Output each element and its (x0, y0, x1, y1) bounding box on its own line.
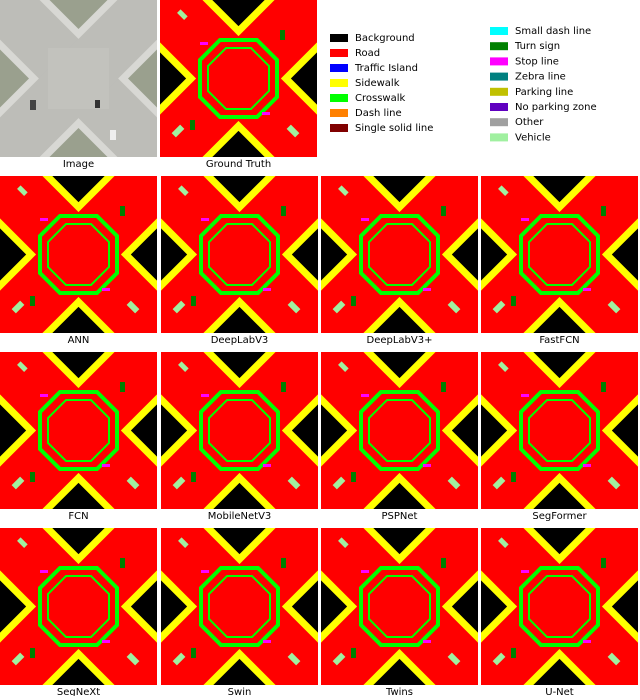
legend-swatch (330, 124, 348, 132)
legend-label: Small dash line (515, 26, 591, 37)
segmentation-map (151, 518, 328, 695)
legend-label: Crosswalk (355, 93, 405, 104)
segmentation-map (311, 166, 488, 343)
segmentation-map (311, 518, 488, 695)
panel-label: FCN (68, 511, 88, 522)
legend-label: Stop line (515, 56, 559, 67)
segmentation-map (471, 342, 640, 519)
legend-label: Traffic Island (354, 63, 418, 74)
panel-label: DeepLabV3 (211, 335, 269, 346)
legend-swatch (490, 57, 508, 66)
legend-label: Vehicle (515, 132, 551, 143)
legend-label: No parking zone (515, 102, 597, 113)
legend-swatch (330, 34, 348, 42)
legend-swatch (330, 64, 348, 72)
legend-label: Parking line (515, 87, 573, 98)
legend-label: Dash line (355, 108, 402, 119)
legend-swatch (490, 72, 508, 81)
legend-label: Background (355, 33, 415, 44)
segmentation-map (151, 342, 328, 519)
aerial-image (0, 0, 167, 167)
panel-label: FastFCN (539, 335, 579, 346)
legend-label: Other (515, 117, 544, 128)
legend-swatch (490, 118, 508, 127)
segmentation-map (471, 166, 640, 343)
legend-swatch (330, 94, 348, 102)
panel-label: DeepLabV3+ (367, 335, 433, 346)
segmentation-map (151, 166, 328, 343)
legend-label: Sidewalk (355, 78, 400, 89)
segmentation-map (471, 518, 640, 695)
legend-swatch (330, 79, 348, 87)
panel-label: PSPNet (382, 511, 418, 522)
segmentation-map (150, 0, 327, 167)
legend-label: Single solid line (355, 123, 433, 134)
panel-label: U-Net (545, 687, 574, 696)
legend-label: Turn sign (514, 41, 560, 52)
panel-label: SegNeXt (57, 687, 100, 696)
legend-swatch (490, 133, 508, 142)
legend-label: Zebra line (515, 72, 566, 83)
panel-label: MobileNetV3 (208, 511, 272, 522)
segmentation-map (0, 166, 167, 343)
legend-swatch (490, 42, 508, 51)
panel-label: ANN (68, 335, 90, 346)
panel-label: SegFormer (532, 511, 587, 522)
legend-swatch (330, 109, 348, 117)
legend-swatch (490, 103, 508, 111)
panel-label: Twins (385, 687, 413, 696)
legend-swatch (490, 87, 508, 96)
panel-label: Image (63, 159, 94, 170)
panel-label: Swin (228, 687, 252, 696)
segmentation-map (311, 342, 488, 519)
legend-swatch (330, 49, 348, 57)
panel-label: Ground Truth (206, 159, 271, 170)
legend-label: Road (355, 48, 380, 59)
segmentation-map (0, 342, 167, 519)
legend-swatch (490, 27, 508, 35)
segmentation-map (0, 518, 167, 695)
